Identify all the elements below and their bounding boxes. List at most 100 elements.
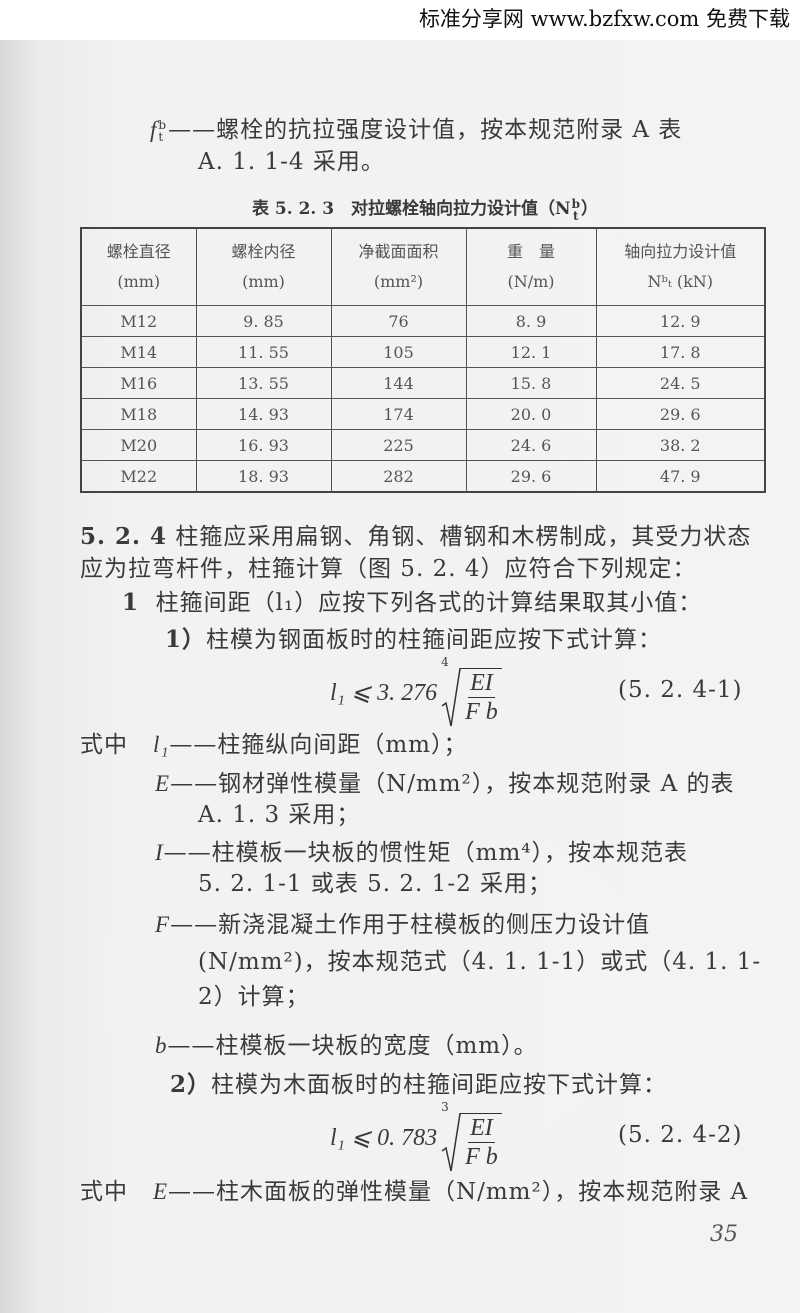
table-cell: M22: [80, 460, 197, 493]
table-cell: 9. 85: [195, 305, 332, 337]
sub-item-1: 1）柱模为钢面板时的柱箍间距应按下式计算：: [165, 625, 662, 655]
clause-number: 5. 2. 4: [80, 523, 168, 550]
symbol: I: [155, 840, 164, 865]
table-row: M20 16. 93 225 24. 6 38. 2: [80, 429, 766, 461]
table-caption: 表 5. 2. 3 对拉螺栓轴向拉力设计值（N b t）: [0, 196, 800, 222]
intro-line-1: f b t ——螺栓的抗拉强度设计值，按本规范附录 A 表: [150, 115, 682, 145]
where-line: 2）计算；: [198, 984, 310, 1010]
radical-sign: [441, 668, 462, 727]
table-cell: 15. 8: [465, 367, 597, 399]
table-cell: M20: [80, 429, 197, 461]
sup: b: [158, 118, 168, 132]
table-cell: 12. 1: [465, 336, 597, 368]
table-row: M16 13. 55 144 15. 8 24. 5: [80, 367, 766, 399]
header-cell: 螺栓直径 (mm): [80, 227, 197, 306]
text: 柱箍应采用扁钢、角钢、槽钢和木楞制成，其受力状态: [175, 524, 752, 550]
caption-end: ）: [581, 199, 598, 219]
where-line: 式中 l₁——柱箍纵向间距（mm）；: [80, 730, 467, 760]
symbol: l₁: [152, 732, 170, 757]
symbol-ft: f: [150, 117, 158, 142]
table-header-row: 螺栓直径 (mm) 螺栓内径 (mm) 净截面面积 (mm²) 重 量 (N/m) 轴向…: [80, 227, 766, 306]
text: ——柱模板一块板的宽度（mm）。: [167, 1033, 538, 1059]
table-cell: 11. 55: [195, 336, 332, 368]
item-number: 1: [122, 589, 140, 616]
text: ——柱木面板的弹性模量（N/mm²），按本规范附录 A: [168, 1179, 749, 1205]
formula-2: l₁ ⩽ 0. 783 3 EI F b: [330, 1101, 502, 1173]
table-cell: 20. 0: [465, 398, 597, 430]
denominator: F b: [465, 1144, 498, 1170]
table-cell: M18: [80, 398, 197, 430]
table-cell: 8. 9: [465, 305, 597, 337]
table-cell: M12: [80, 305, 197, 337]
root-index: 3: [441, 1100, 449, 1114]
table-cell: 24. 5: [595, 367, 766, 399]
text: ——柱箍纵向间距（mm）；: [169, 732, 468, 758]
table-cell: 47. 9: [595, 460, 766, 493]
root-index: 4: [441, 655, 449, 669]
table-cell: 105: [330, 336, 467, 368]
intro-line-2: A. 1. 1-4 采用。: [198, 149, 385, 175]
page-number: 35: [710, 1222, 738, 1247]
where-line: A. 1. 3 采用；: [198, 802, 361, 828]
where-2: 式中 E——柱木面板的弹性模量（N/mm²），按本规范附录 A: [80, 1177, 748, 1207]
watermark-banner: 标准分享网 www.bzfxw.com 免费下载: [0, 0, 800, 40]
header-cell: 净截面面积 (mm²): [330, 227, 467, 306]
symbol: E: [155, 771, 171, 796]
table-cell: 174: [330, 398, 467, 430]
table-cell: 14. 93: [195, 398, 332, 430]
radical-sign: [441, 1113, 462, 1172]
text: 柱模为木面板时的柱箍间距应按下式计算：: [211, 1072, 668, 1098]
where-prefix: 式中: [80, 732, 128, 758]
root: 3 EI F b: [441, 1101, 502, 1173]
table-cell: 17. 8: [595, 336, 766, 368]
table-row: M22 18. 93 282 29. 6 47. 9: [80, 460, 766, 493]
where-line: F——新浇混凝土作用于柱模板的侧压力设计值: [155, 910, 650, 940]
table-cell: 12. 9: [595, 305, 766, 337]
root: 4 EI F b: [441, 656, 502, 728]
header-cell: 重 量 (N/m): [465, 227, 597, 306]
caption-text: 表 5. 2. 3 对拉螺栓轴向拉力设计值（N: [251, 199, 571, 219]
table-cell: 76: [330, 305, 467, 337]
table-cell: 29. 6: [465, 460, 597, 493]
sup: b: [571, 196, 580, 211]
sub: t: [573, 208, 579, 223]
table-cell: 24. 6: [465, 429, 597, 461]
header-cell: 螺栓内径 (mm): [195, 227, 332, 306]
formula-lhs: l₁ ⩽ 3. 276: [330, 679, 438, 706]
table-cell: M14: [80, 336, 197, 368]
sub: t: [158, 130, 165, 144]
text: 柱模为钢面板时的柱箍间距应按下式计算：: [206, 627, 663, 653]
table-cell: 38. 2: [595, 429, 766, 461]
where-prefix: 式中: [80, 1179, 128, 1205]
formula-2-label: (5. 2. 4-2): [618, 1122, 743, 1148]
where-line: I——柱模板一块板的惯性矩（mm⁴），按本规范表: [155, 838, 688, 868]
header-cell: 轴向拉力设计值 Nᵇₜ (kN): [595, 227, 766, 306]
sub-number: 2）: [170, 1071, 212, 1098]
symbol: b: [155, 1033, 168, 1058]
text: ——钢材弹性模量（N/mm²），按本规范附录 A 的表: [170, 771, 735, 797]
fraction: EI F b: [461, 1113, 502, 1173]
table-cell: 16. 93: [195, 429, 332, 461]
formula-1: l₁ ⩽ 3. 276 4 EI F b: [330, 656, 502, 728]
table-cell: 13. 55: [195, 367, 332, 399]
numerator: EI: [468, 670, 495, 698]
where-line: b——柱模板一块板的宽度（mm）。: [155, 1031, 538, 1061]
text: ——新浇混凝土作用于柱模板的侧压力设计值: [170, 912, 651, 938]
sub-number: 1）: [165, 626, 207, 653]
table-cell: 144: [330, 367, 467, 399]
clause-line-1: 5. 2. 4 柱箍应采用扁钢、角钢、槽钢和木楞制成，其受力状态: [80, 522, 751, 552]
table-row: M18 14. 93 174 20. 0 29. 6: [80, 398, 766, 430]
clause-line-2: 应为拉弯杆件，柱箍计算（图 5. 2. 4）应符合下列规定：: [80, 556, 697, 582]
where-line: (N/mm²)，按本规范式（4. 1. 1-1）或式（4. 1. 1-: [198, 949, 762, 975]
symbol: E: [152, 1179, 168, 1204]
fraction: EI F b: [461, 668, 502, 728]
item-1: 1 柱箍间距（l₁）应按下列各式的计算结果取其小值：: [122, 588, 702, 618]
table-cell: 225: [330, 429, 467, 461]
formula-lhs: l₁ ⩽ 0. 783: [330, 1124, 438, 1151]
text: ——螺栓的抗拉强度设计值，按本规范附录 A 表: [168, 117, 683, 143]
table-cell: 18. 93: [195, 460, 332, 493]
table-cell: 282: [330, 460, 467, 493]
text: ——柱模板一块板的惯性矩（mm⁴），按本规范表: [163, 840, 689, 866]
